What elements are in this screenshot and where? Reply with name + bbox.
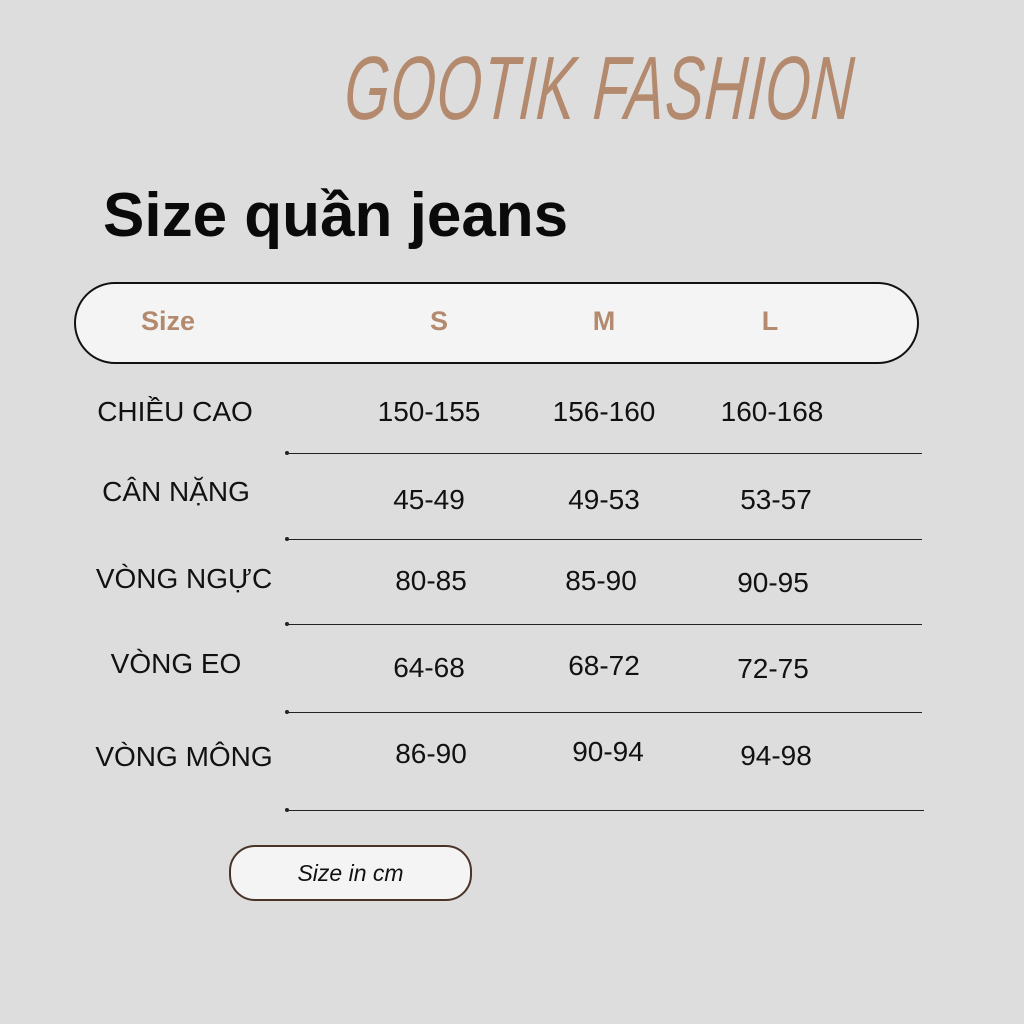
cell: 156-160 <box>552 396 656 427</box>
cell: 72-75 <box>737 653 809 684</box>
cell: 90-94 <box>572 736 644 767</box>
row-label: VÒNG EO <box>110 648 242 679</box>
row-divider <box>285 808 924 812</box>
cell: 160-168 <box>720 396 824 427</box>
table-header <box>74 282 919 364</box>
row-label: VÒNG NGỰC <box>95 563 273 594</box>
brand-logo: GOOTIK FASHION <box>341 39 859 139</box>
header-l: L <box>761 306 779 336</box>
cell: 49-53 <box>568 484 640 515</box>
row-divider <box>285 537 922 541</box>
cell: 68-72 <box>568 650 640 681</box>
row-divider <box>285 451 922 455</box>
row-label: CHIỀU CAO <box>97 396 253 427</box>
cell: 86-90 <box>395 738 467 769</box>
unit-note-text: Size in cm <box>297 859 404 886</box>
row-label: VÒNG MÔNG <box>95 741 273 772</box>
cell: 80-85 <box>395 565 467 596</box>
cell: 90-95 <box>737 567 809 598</box>
row-divider <box>285 622 922 626</box>
unit-note: Size in cm <box>229 845 472 901</box>
row-divider <box>285 710 922 714</box>
header-m: M <box>592 306 616 336</box>
cell: 45-49 <box>393 484 465 515</box>
cell: 94-98 <box>740 740 812 771</box>
page-title: Size quần jeans <box>103 181 569 250</box>
header-size: Size <box>140 306 196 336</box>
cell: 53-57 <box>740 484 812 515</box>
row-label: CÂN NẶNG <box>102 476 250 507</box>
cell: 85-90 <box>565 565 637 596</box>
cell: 64-68 <box>393 652 465 683</box>
header-s: S <box>429 306 449 336</box>
cell: 150-155 <box>377 396 481 427</box>
